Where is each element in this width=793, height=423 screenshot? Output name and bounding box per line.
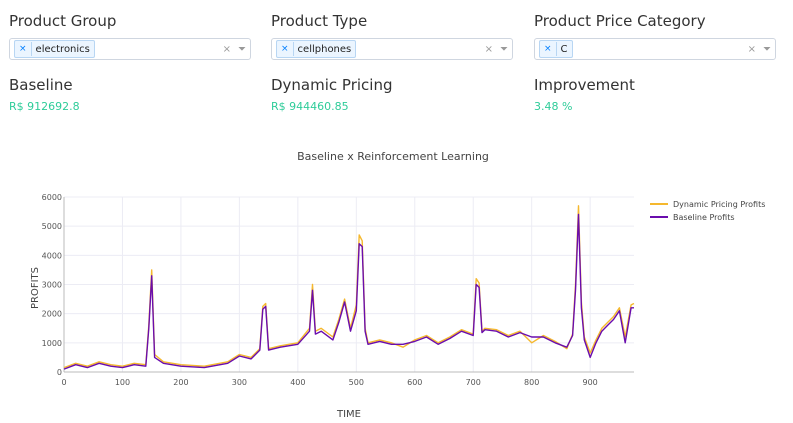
- remove-tag-icon[interactable]: ×: [277, 42, 294, 56]
- clear-icon[interactable]: ×: [484, 43, 493, 55]
- x-tick-label: 500: [349, 378, 364, 387]
- product-type-select[interactable]: × cellphones × ⏷: [271, 38, 513, 60]
- y-tick-label: 5000: [42, 222, 62, 231]
- chevron-down-icon[interactable]: ⏷: [238, 43, 246, 55]
- selected-tag: × cellphones: [276, 40, 357, 58]
- legend-label-baseline: Baseline Profits: [673, 213, 735, 222]
- profits-line-chart: Baseline x Reinforcement Learning 0 100 20…: [30, 150, 765, 420]
- y-tick-label: 2000: [42, 310, 62, 319]
- product-group-select[interactable]: × electronics × ⏷: [9, 38, 251, 60]
- y-tick-label: 3000: [42, 281, 62, 290]
- x-tick-label: 800: [524, 378, 539, 387]
- baseline-line: [63, 213, 634, 370]
- axes: 0 100 200 300 400 500 600 700 800 900 0 1000 2000 300…: [42, 193, 634, 387]
- metric-value: R$ 912692.8: [9, 100, 80, 113]
- metric-label: Improvement: [534, 76, 635, 94]
- chevron-down-icon[interactable]: ⏷: [500, 43, 508, 55]
- x-tick-label: 600: [407, 378, 422, 387]
- clear-icon[interactable]: ×: [747, 43, 756, 55]
- x-tick-label: 300: [232, 378, 247, 387]
- x-tick-label: 100: [115, 378, 130, 387]
- x-tick-label: 200: [173, 378, 188, 387]
- series: [63, 205, 635, 370]
- metric-improvement: Improvement 3.48 %: [534, 76, 776, 113]
- tag-value: cellphones: [297, 43, 352, 55]
- legend[interactable]: Dynamic Pricing Profits Baseline Profits: [650, 200, 765, 222]
- y-axis-title: PROFITS: [30, 267, 41, 309]
- chart-title: Baseline x Reinforcement Learning: [297, 150, 489, 163]
- remove-tag-icon[interactable]: ×: [15, 42, 32, 56]
- product-price-category-select[interactable]: × C × ⏷: [534, 38, 776, 60]
- metric-baseline: Baseline R$ 912692.8: [9, 76, 251, 113]
- filter-label: Product Price Category: [534, 12, 706, 30]
- clear-icon[interactable]: ×: [222, 43, 231, 55]
- chevron-down-icon[interactable]: ⏷: [763, 43, 771, 55]
- legend-label-dynamic: Dynamic Pricing Profits: [673, 200, 765, 209]
- metric-label: Dynamic Pricing: [271, 76, 393, 94]
- metric-value: R$ 944460.85: [271, 100, 349, 113]
- metric-dynamic-pricing: Dynamic Pricing R$ 944460.85: [271, 76, 513, 113]
- x-tick-label: 0: [61, 378, 66, 387]
- selected-tag: × electronics: [14, 40, 95, 58]
- filter-label: Product Group: [9, 12, 117, 30]
- remove-tag-icon[interactable]: ×: [540, 42, 557, 56]
- y-tick-label: 6000: [42, 193, 62, 202]
- tag-value: C: [560, 43, 568, 55]
- y-tick-label: 1000: [42, 339, 62, 348]
- x-tick-label: 900: [583, 378, 598, 387]
- x-tick-label: 400: [290, 378, 305, 387]
- tag-value: electronics: [35, 43, 90, 55]
- metric-value: 3.48 %: [534, 100, 573, 113]
- selected-tag: × C: [539, 40, 573, 58]
- x-tick-label: 700: [466, 378, 481, 387]
- grid: [63, 196, 634, 373]
- x-axis-title: TIME: [336, 409, 361, 420]
- y-tick-label: 4000: [42, 251, 62, 260]
- filter-product-type: Product Type × cellphones × ⏷: [271, 12, 513, 60]
- y-tick-label: 0: [57, 368, 62, 377]
- filter-label: Product Type: [271, 12, 368, 30]
- metric-label: Baseline: [9, 76, 73, 94]
- filter-product-price-category: Product Price Category × C × ⏷: [534, 12, 776, 60]
- filter-product-group: Product Group × electronics × ⏷: [9, 12, 251, 60]
